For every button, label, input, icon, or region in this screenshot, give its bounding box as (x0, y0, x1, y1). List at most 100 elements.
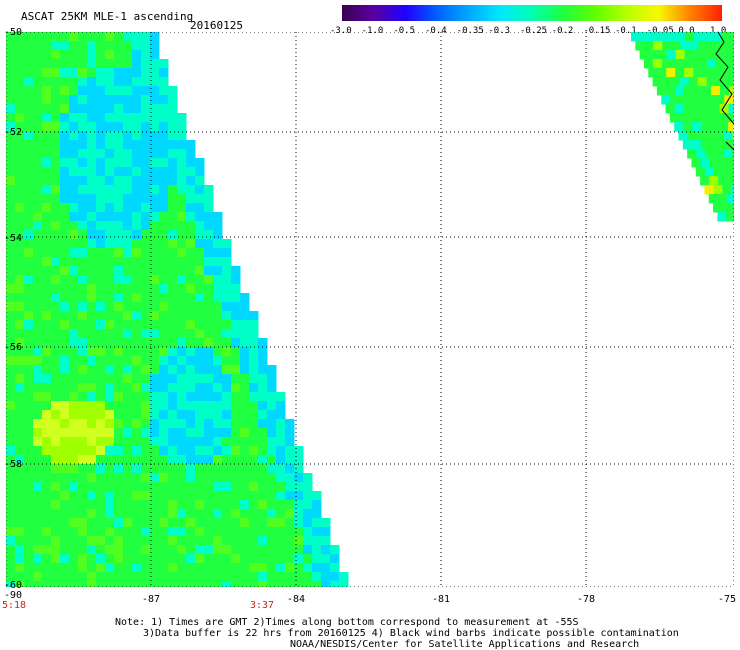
swath-cell (69, 473, 79, 483)
swath-cell (177, 284, 187, 294)
swath-cell (42, 176, 52, 186)
swath-cell (96, 185, 106, 195)
swath-cell (6, 266, 16, 276)
swath-cell (24, 329, 34, 339)
swath-cell (150, 41, 160, 51)
swath-cell (150, 329, 160, 339)
swath-cell (114, 104, 124, 114)
swath-cell (159, 536, 169, 546)
swath-cell (24, 284, 34, 294)
swath-cell (141, 284, 151, 294)
swath-cell (276, 518, 286, 528)
swath-cell (78, 419, 88, 429)
swath-cell (33, 257, 43, 267)
swath-cell (33, 41, 43, 51)
swath-cell (141, 563, 151, 573)
swath-cell (6, 140, 16, 150)
swath-cell (141, 374, 151, 384)
swath-cell (186, 293, 196, 303)
swath-cell (186, 275, 196, 285)
swath-cell (231, 329, 241, 339)
swath-cell (713, 203, 723, 213)
swath-cell (195, 509, 205, 519)
swath-cell (222, 482, 232, 492)
swath-cell (78, 194, 88, 204)
swath-cell (276, 554, 286, 564)
swath-cell (141, 149, 151, 159)
swath-cell (661, 59, 672, 69)
swath-cell (141, 356, 151, 366)
swath-cell (240, 518, 250, 528)
swath-cell (69, 374, 79, 384)
swath-cell (168, 374, 178, 384)
swath-cell (6, 365, 16, 375)
swath-cell (33, 581, 43, 587)
swath-cell (159, 275, 169, 285)
wind-map (6, 32, 734, 587)
swath-cell (186, 554, 196, 564)
swath-cell (96, 329, 106, 339)
swath-cell (195, 446, 205, 456)
swath-cell (177, 131, 187, 141)
swath-cell (114, 140, 124, 150)
swath-cell (150, 374, 160, 384)
swath-cell (51, 572, 61, 582)
swath-cell (96, 464, 106, 474)
swath-cell (141, 50, 151, 60)
swath-cell (150, 113, 160, 123)
swath-cell (141, 266, 151, 276)
swath-cell (78, 572, 88, 582)
swath-cell (186, 428, 196, 438)
swath-cell (51, 500, 61, 510)
swath-cell (150, 221, 160, 231)
swath-cell (159, 131, 169, 141)
swath-cell (96, 419, 106, 429)
swath-cell (240, 509, 250, 519)
swath-cell (123, 59, 133, 69)
swath-cell (51, 536, 61, 546)
swath-cell (42, 464, 52, 474)
swath-cell (105, 482, 115, 492)
swath-cell (177, 455, 187, 465)
swath-cell (168, 347, 178, 357)
swath-cell (60, 527, 70, 537)
swath-cell (141, 464, 151, 474)
swath-cell (87, 176, 97, 186)
swath-cell (6, 131, 16, 141)
swath-cell (6, 122, 16, 132)
swath-cell (33, 338, 43, 348)
swath-cell (123, 50, 133, 60)
swath-cell (276, 464, 286, 474)
swath-cell (51, 275, 61, 285)
swath-cell (51, 140, 61, 150)
swath-cell (240, 473, 250, 483)
swath-cell (78, 104, 88, 114)
swath-cell (718, 176, 728, 186)
swath-cell (78, 257, 88, 267)
swath-cell (33, 167, 43, 177)
swath-cell (267, 464, 277, 474)
swath-cell (667, 32, 677, 42)
swath-cell (177, 248, 187, 258)
swath-cell (42, 338, 52, 348)
swath-cell (96, 554, 106, 564)
swath-cell (69, 419, 79, 429)
swath-cell (294, 554, 304, 564)
swath-cell (689, 41, 699, 51)
swath-cell (141, 446, 151, 456)
swath-cell (42, 239, 52, 249)
swath-cell (231, 410, 241, 420)
swath-cell (96, 239, 106, 249)
swath-cell (141, 131, 151, 141)
swath-cell (87, 41, 97, 51)
swath-cell (168, 203, 178, 213)
swath-cell (15, 518, 25, 528)
swath-cell (24, 410, 34, 420)
swath-cell (132, 104, 142, 114)
swath-cell (177, 257, 187, 267)
swath-cell (168, 554, 178, 564)
swath-cell (168, 194, 178, 204)
swath-cell (87, 491, 97, 501)
colorbar-tick-label: -0.3 (488, 26, 511, 36)
swath-cell (6, 464, 16, 474)
